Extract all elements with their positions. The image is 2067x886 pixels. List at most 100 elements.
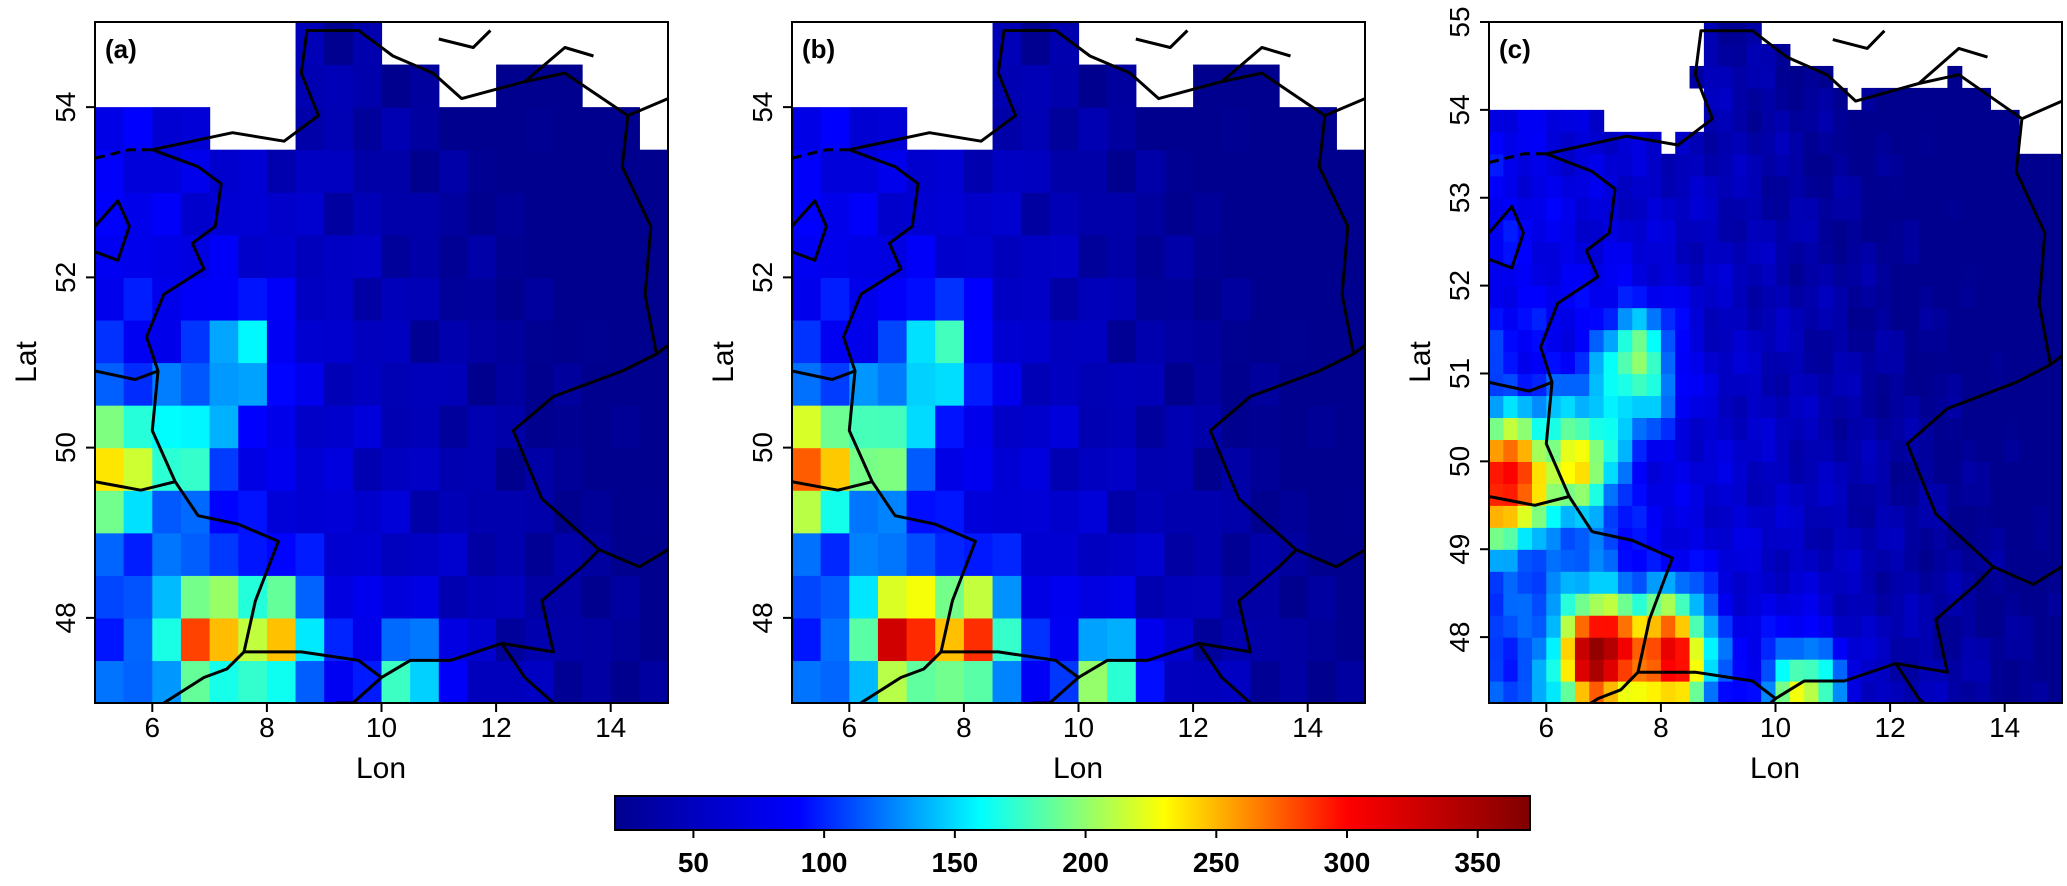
heatmap-cell <box>1078 405 1108 449</box>
heatmap-cell <box>266 319 297 364</box>
heatmap-cell <box>1718 395 1734 419</box>
heatmap-cell <box>1546 681 1562 703</box>
heatmap-cell <box>1847 197 1863 221</box>
heatmap-cell <box>1775 131 1791 155</box>
x-axis-title-b: Lon <box>1053 752 1103 785</box>
heatmap-cell <box>1904 241 1920 265</box>
heatmap-cell <box>1990 571 2006 594</box>
heatmap-cell <box>1847 417 1863 440</box>
heatmap-cell <box>1832 219 1848 243</box>
heatmap-cell <box>2047 417 2062 440</box>
heatmap-cell <box>1574 527 1590 550</box>
heatmap-cell <box>1832 131 1848 155</box>
border-line <box>1832 29 1886 50</box>
heatmap-cell <box>639 277 668 321</box>
heatmap-cell <box>1603 219 1619 243</box>
heatmap-cell <box>792 107 822 151</box>
heatmap-cell <box>1746 351 1762 375</box>
heatmap-cell <box>1675 307 1691 331</box>
colorbar-tick-label: 250 <box>1193 847 1240 878</box>
heatmap-cell <box>1021 362 1051 406</box>
heatmap-cell <box>1703 307 1719 331</box>
colorbar-tick-label: 350 <box>1454 847 1501 878</box>
heatmap-cell <box>639 575 668 619</box>
heatmap-cell <box>1832 241 1848 265</box>
heatmap-cell <box>553 447 583 491</box>
heatmap-cell <box>1732 329 1748 353</box>
heatmap-cell <box>1689 571 1705 594</box>
heatmap-cell <box>1107 234 1137 278</box>
border-line <box>627 97 668 117</box>
heatmap-cell <box>1976 153 1991 177</box>
heatmap-cell <box>1890 615 1906 638</box>
heatmap-cell <box>582 575 612 619</box>
x-tick-label: 8 <box>259 712 275 743</box>
heatmap-cell <box>1732 549 1748 572</box>
heatmap-cell <box>1918 593 1934 616</box>
heatmap-cell <box>1517 329 1533 353</box>
heatmap-cell <box>1021 319 1051 364</box>
heatmap-cell <box>1689 417 1705 440</box>
heatmap-cell <box>1049 490 1080 534</box>
heatmap-cell <box>209 277 239 321</box>
heatmap-cell <box>266 490 297 534</box>
heatmap-cell <box>1049 362 1080 406</box>
heatmap-cell <box>1732 593 1748 616</box>
heatmap-cell <box>1746 285 1762 309</box>
heatmap-cell <box>906 575 936 619</box>
heatmap-cell <box>1904 571 1920 594</box>
heatmap-cell <box>410 362 440 406</box>
heatmap-cell <box>324 107 354 151</box>
heatmap-cell <box>1918 307 1934 331</box>
heatmap-cell <box>1689 461 1705 484</box>
heatmap-cell <box>1589 285 1605 309</box>
heatmap-cell <box>582 277 612 321</box>
heatmap-cell <box>295 532 325 576</box>
heatmap-cell <box>1990 527 2006 550</box>
heatmap-cell <box>180 362 211 406</box>
heatmap-cell <box>1632 615 1648 638</box>
heatmap-cell <box>1617 439 1633 462</box>
heatmap-cell <box>1761 65 1777 89</box>
heatmap-cell <box>1832 351 1848 375</box>
heatmap-cell <box>1689 681 1705 703</box>
heatmap-cell <box>1646 285 1662 309</box>
heatmap-cell <box>610 447 640 491</box>
x-tick-label: 8 <box>1653 712 1669 743</box>
heatmap-cell <box>1818 219 1834 243</box>
heatmap-cell <box>1617 549 1633 572</box>
heatmap-cell <box>1560 395 1576 419</box>
heatmap-cell <box>1746 571 1762 594</box>
heatmap-cell <box>1078 149 1108 193</box>
heatmap-cell <box>963 362 994 406</box>
heatmap-cell <box>1574 109 1590 133</box>
heatmap-cell <box>1832 505 1848 528</box>
heatmap-cell <box>1135 107 1166 151</box>
heatmap-cell <box>1890 263 1906 287</box>
heatmap-cell <box>992 149 1022 193</box>
heatmap-cell <box>123 490 153 534</box>
heatmap-cell <box>992 532 1022 576</box>
heatmap-cell <box>1804 329 1820 353</box>
heatmap-cell <box>1775 109 1791 133</box>
heatmap-cell <box>1107 149 1137 193</box>
heatmap-cell <box>1603 483 1619 506</box>
heatmap-cell <box>1646 505 1662 528</box>
heatmap-cell <box>1990 615 2006 638</box>
heatmap-cell <box>1746 615 1762 638</box>
border-line <box>1917 46 1988 85</box>
heatmap-cell <box>877 362 908 406</box>
heatmap-cell <box>1675 505 1691 528</box>
heatmap-cell <box>496 149 526 193</box>
heatmap-cell <box>1531 329 1547 353</box>
heatmap-cell <box>1689 527 1705 550</box>
heatmap-cell <box>467 149 497 193</box>
heatmap-cell <box>1875 505 1891 528</box>
heatmap-cell <box>1818 615 1834 638</box>
heatmap-cell <box>1804 373 1820 397</box>
heatmap-cell <box>1947 351 1963 375</box>
heatmap-cell <box>2004 351 2020 375</box>
heatmap-cell <box>467 319 497 364</box>
heatmap-cell <box>1775 175 1791 199</box>
heatmap-cell <box>2047 527 2062 550</box>
